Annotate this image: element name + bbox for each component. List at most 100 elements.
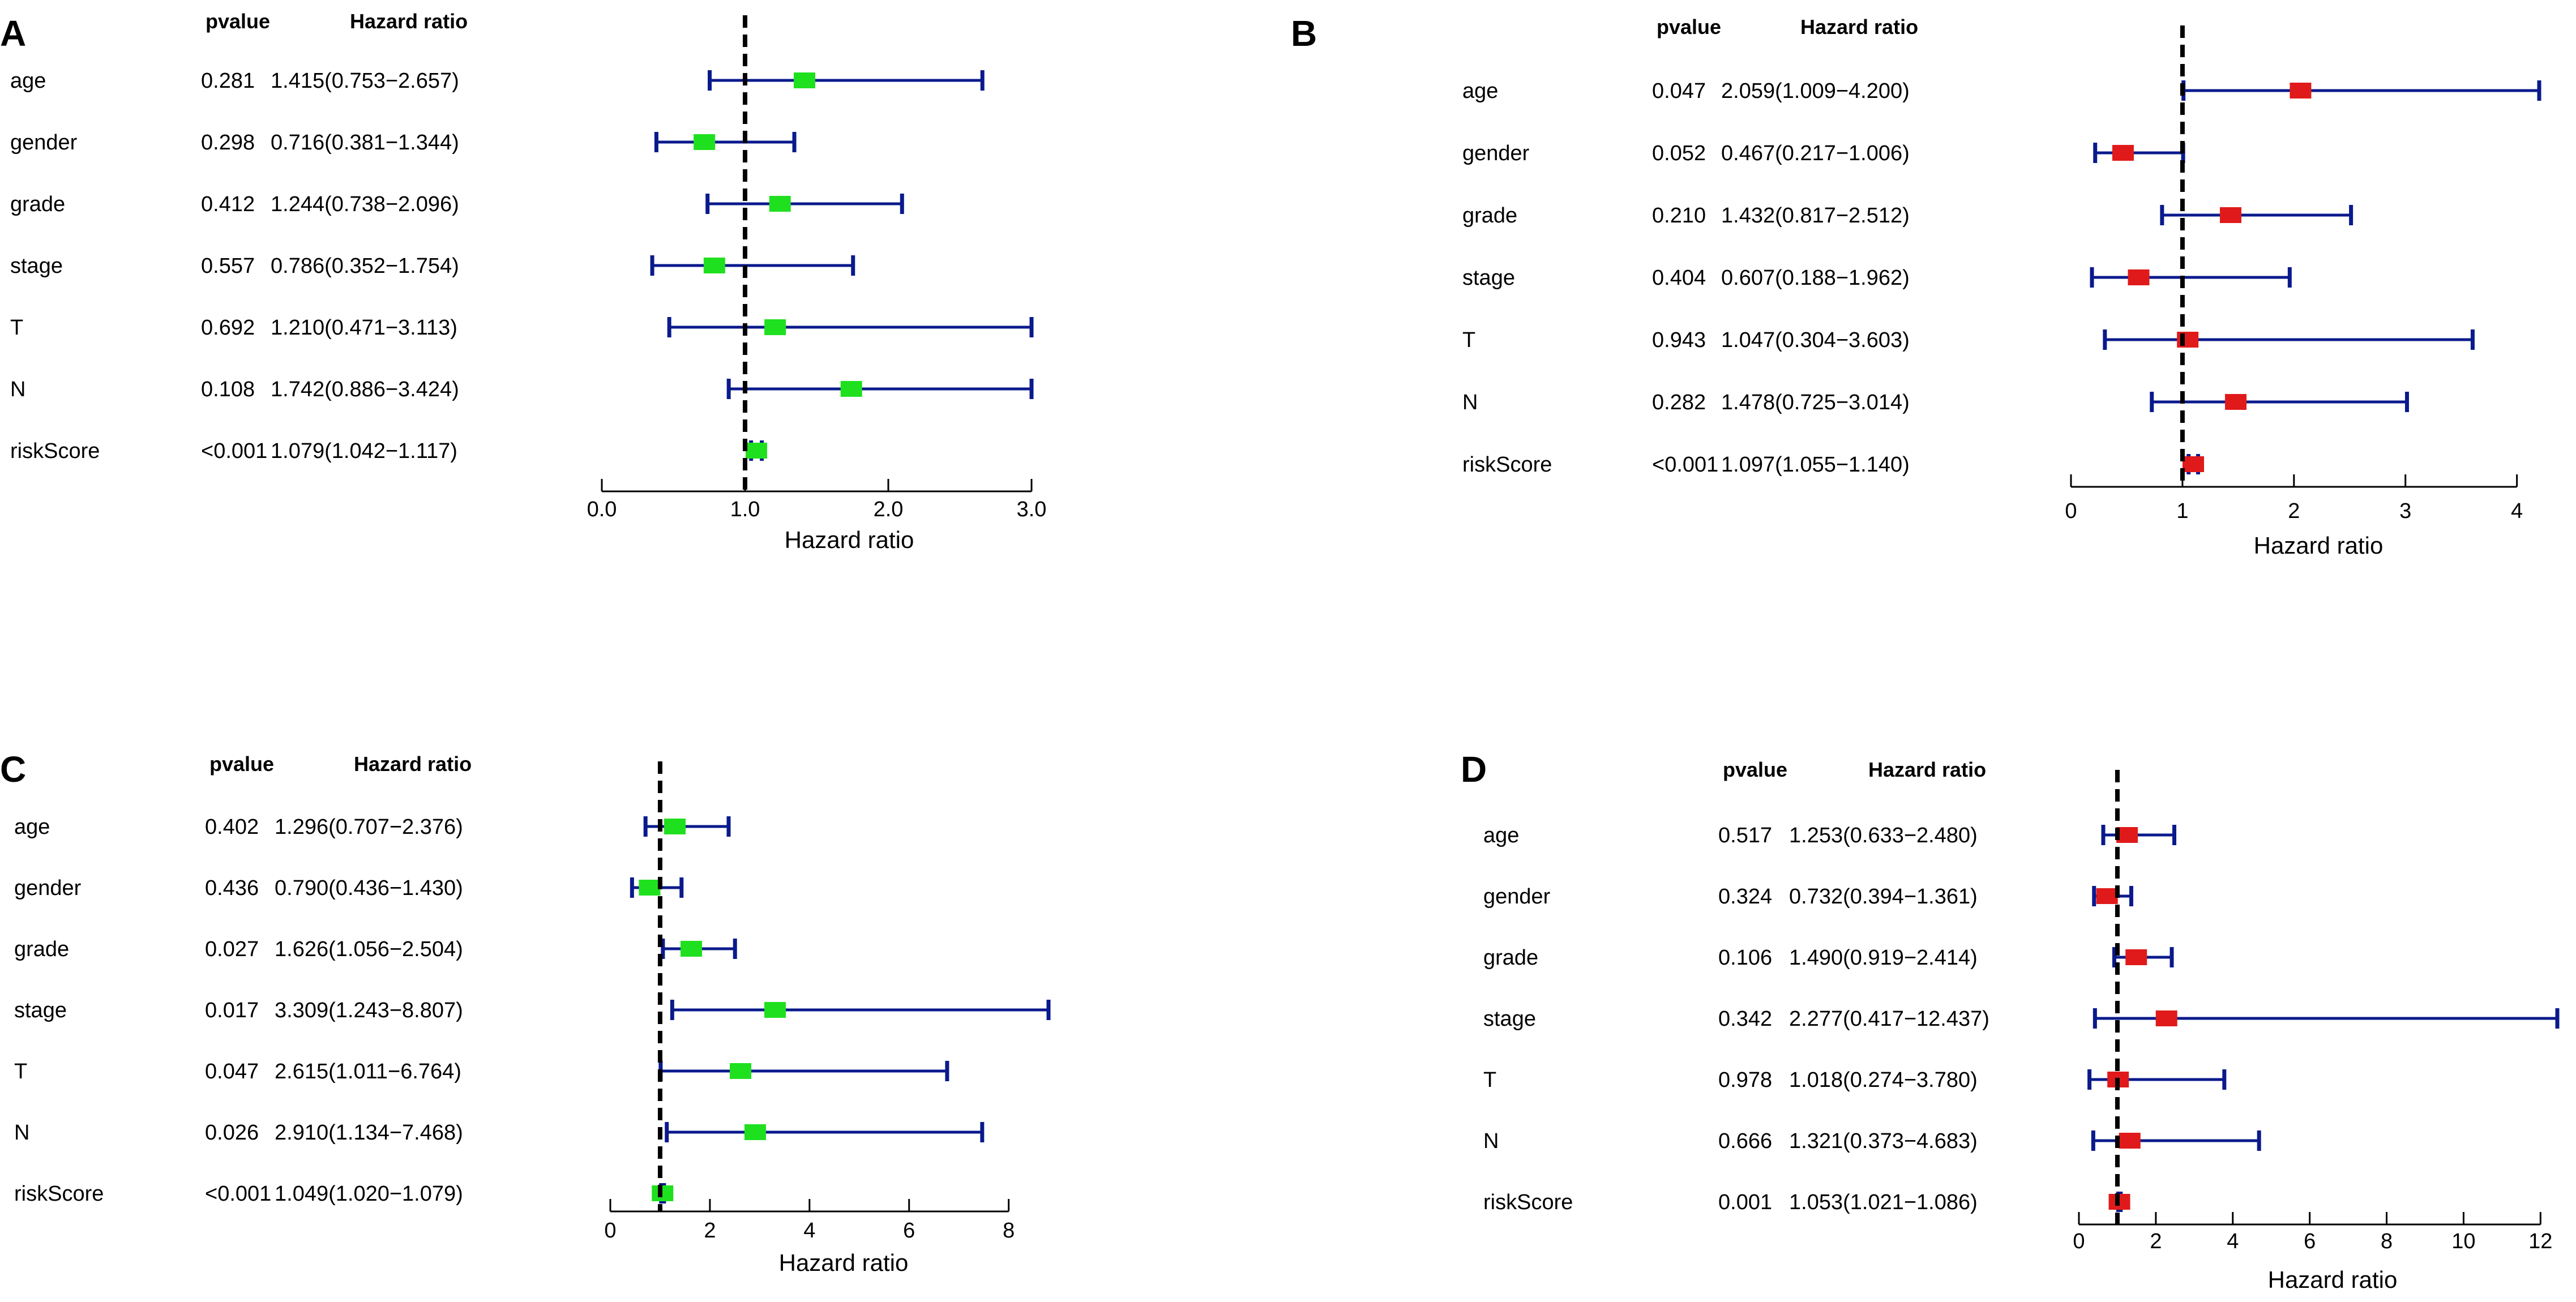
panel-letter: A bbox=[0, 13, 26, 54]
forest-row-age: age 0.281 1.415(0.753−2.657) bbox=[10, 69, 985, 93]
forest-row-riskscore: riskScore 0.001 1.053(1.021−1.086) bbox=[1483, 1190, 2130, 1214]
forest-row-grade: grade 0.210 1.432(0.817−2.512) bbox=[1462, 204, 2354, 228]
hazard-ratio-marker bbox=[639, 880, 661, 896]
row-label: stage bbox=[1483, 1007, 1536, 1031]
forest-row-riskscore: riskScore <0.001 1.049(1.020−1.079) bbox=[14, 1182, 674, 1206]
row-pvalue: 0.281 bbox=[201, 69, 255, 93]
x-tick-label: 0 bbox=[604, 1219, 616, 1243]
row-pvalue: 0.404 bbox=[1652, 266, 1706, 290]
forest-row-n: N 0.026 2.910(1.134−7.468) bbox=[14, 1121, 985, 1145]
hazard-ratio-header: Hazard ratio bbox=[1800, 15, 1918, 38]
row-hazard-ratio-text: 2.910(1.134−7.468) bbox=[275, 1121, 463, 1145]
forest-row-t: T 0.978 1.018(0.274−3.780) bbox=[1483, 1068, 2227, 1092]
row-pvalue: 0.517 bbox=[1718, 824, 1772, 847]
row-hazard-ratio-text: 1.210(0.471−3.113) bbox=[271, 316, 457, 340]
hazard-ratio-marker bbox=[2219, 207, 2241, 223]
hazard-ratio-marker bbox=[2096, 888, 2118, 904]
x-tick-label: 0.0 bbox=[587, 498, 617, 521]
forest-row-stage: stage 0.404 0.607(0.188−1.962) bbox=[1462, 266, 2292, 290]
row-hazard-ratio-text: 1.742(0.886−3.424) bbox=[271, 378, 459, 401]
forest-row-gender: gender 0.298 0.716(0.381−1.344) bbox=[10, 131, 797, 155]
row-pvalue: 0.557 bbox=[201, 254, 255, 278]
x-tick-label: 10 bbox=[2451, 1230, 2475, 1253]
forest-row-riskscore: riskScore <0.001 1.079(1.042−1.117) bbox=[10, 439, 767, 463]
row-hazard-ratio-text: 0.467(0.217−1.006) bbox=[1721, 142, 1910, 165]
row-pvalue: 0.052 bbox=[1652, 142, 1706, 165]
row-pvalue: 0.017 bbox=[205, 999, 259, 1022]
row-pvalue: <0.001 bbox=[201, 439, 267, 463]
x-axis-label: Hazard ratio bbox=[2268, 1266, 2398, 1293]
row-label: grade bbox=[1462, 204, 1517, 228]
row-hazard-ratio-text: 1.018(0.274−3.780) bbox=[1789, 1068, 1978, 1092]
row-hazard-ratio-text: 1.244(0.738−2.096) bbox=[271, 192, 459, 216]
row-label: N bbox=[1483, 1129, 1499, 1153]
hazard-ratio-header: Hazard ratio bbox=[350, 10, 468, 33]
row-pvalue: 0.298 bbox=[201, 131, 255, 155]
row-hazard-ratio-text: 1.049(1.020−1.079) bbox=[275, 1182, 463, 1206]
row-hazard-ratio-text: 1.626(1.056−2.504) bbox=[275, 937, 463, 961]
row-label: grade bbox=[14, 937, 69, 961]
x-tick-label: 3.0 bbox=[1017, 498, 1047, 521]
row-label: riskScore bbox=[1462, 453, 1552, 477]
forest-row-t: T 0.692 1.210(0.471−3.113) bbox=[10, 316, 1034, 340]
pvalue-header: pvalue bbox=[1657, 15, 1721, 38]
hazard-ratio-marker bbox=[2112, 145, 2134, 161]
row-label: riskScore bbox=[10, 439, 100, 463]
row-hazard-ratio-text: 2.615(1.011−6.764) bbox=[275, 1060, 461, 1083]
x-tick-label: 1.0 bbox=[730, 498, 760, 521]
row-label: age bbox=[1462, 79, 1498, 103]
x-tick-label: 6 bbox=[2304, 1230, 2316, 1253]
hazard-ratio-marker bbox=[652, 1185, 674, 1201]
row-pvalue: <0.001 bbox=[1652, 453, 1718, 477]
row-label: N bbox=[10, 378, 25, 401]
row-pvalue: 0.412 bbox=[201, 192, 255, 216]
x-tick-label: 2 bbox=[704, 1219, 716, 1243]
row-hazard-ratio-text: 1.432(0.817−2.512) bbox=[1721, 204, 1910, 228]
hazard-ratio-marker bbox=[694, 134, 716, 150]
row-pvalue: 0.436 bbox=[205, 876, 259, 900]
hazard-ratio-marker bbox=[2290, 83, 2312, 98]
panel-letter: B bbox=[1291, 13, 1317, 54]
hazard-ratio-marker bbox=[730, 1063, 752, 1079]
forest-row-stage: stage 0.342 2.277(0.417−12.437) bbox=[1483, 1007, 2560, 1031]
row-hazard-ratio-text: 1.490(0.919−2.414) bbox=[1789, 946, 1978, 970]
x-tick-label: 6 bbox=[903, 1219, 915, 1243]
row-hazard-ratio-text: 0.786(0.352−1.754) bbox=[271, 254, 459, 278]
row-label: stage bbox=[1462, 266, 1515, 290]
x-tick-label: 4 bbox=[2511, 499, 2523, 523]
row-hazard-ratio-text: 1.415(0.753−2.657) bbox=[271, 69, 459, 93]
hazard-ratio-marker bbox=[2119, 1133, 2141, 1149]
hazard-ratio-marker bbox=[2177, 332, 2199, 348]
hazard-ratio-marker bbox=[664, 819, 686, 834]
row-pvalue: 0.692 bbox=[201, 316, 255, 340]
row-label: gender bbox=[1483, 885, 1551, 909]
row-pvalue: 0.666 bbox=[1718, 1129, 1772, 1153]
row-pvalue: 0.282 bbox=[1652, 391, 1706, 414]
x-tick-label: 2.0 bbox=[874, 498, 904, 521]
row-label: riskScore bbox=[1483, 1190, 1573, 1214]
forest-row-grade: grade 0.412 1.244(0.738−2.096) bbox=[10, 192, 904, 216]
x-axis-label: Hazard ratio bbox=[2254, 532, 2384, 559]
forest-row-t: T 0.943 1.047(0.304−3.603) bbox=[1462, 328, 2475, 352]
hazard-ratio-marker bbox=[703, 258, 725, 273]
x-tick-label: 2 bbox=[2288, 499, 2300, 523]
row-hazard-ratio-text: 1.321(0.373−4.683) bbox=[1789, 1129, 1978, 1153]
x-tick-label: 3 bbox=[2399, 499, 2411, 523]
hazard-ratio-marker bbox=[2155, 1010, 2177, 1026]
row-label: gender bbox=[1462, 142, 1530, 165]
x-tick-label: 12 bbox=[2528, 1230, 2552, 1253]
row-pvalue: 0.047 bbox=[205, 1060, 259, 1083]
row-pvalue: 0.324 bbox=[1718, 885, 1772, 909]
hazard-ratio-marker bbox=[681, 941, 703, 957]
row-label: stage bbox=[10, 254, 63, 278]
row-label: T bbox=[1483, 1068, 1496, 1092]
row-hazard-ratio-text: 0.716(0.381−1.344) bbox=[271, 131, 459, 155]
hazard-ratio-header: Hazard ratio bbox=[354, 752, 472, 776]
row-hazard-ratio-text: 1.253(0.633−2.480) bbox=[1789, 824, 1978, 847]
forest-row-age: age 0.402 1.296(0.707−2.376) bbox=[14, 815, 731, 839]
row-label: age bbox=[1483, 824, 1519, 847]
hazard-ratio-marker bbox=[769, 196, 791, 212]
row-hazard-ratio-text: 1.079(1.042−1.117) bbox=[271, 439, 457, 463]
forest-row-t: T 0.047 2.615(1.011−6.764) bbox=[14, 1060, 949, 1083]
